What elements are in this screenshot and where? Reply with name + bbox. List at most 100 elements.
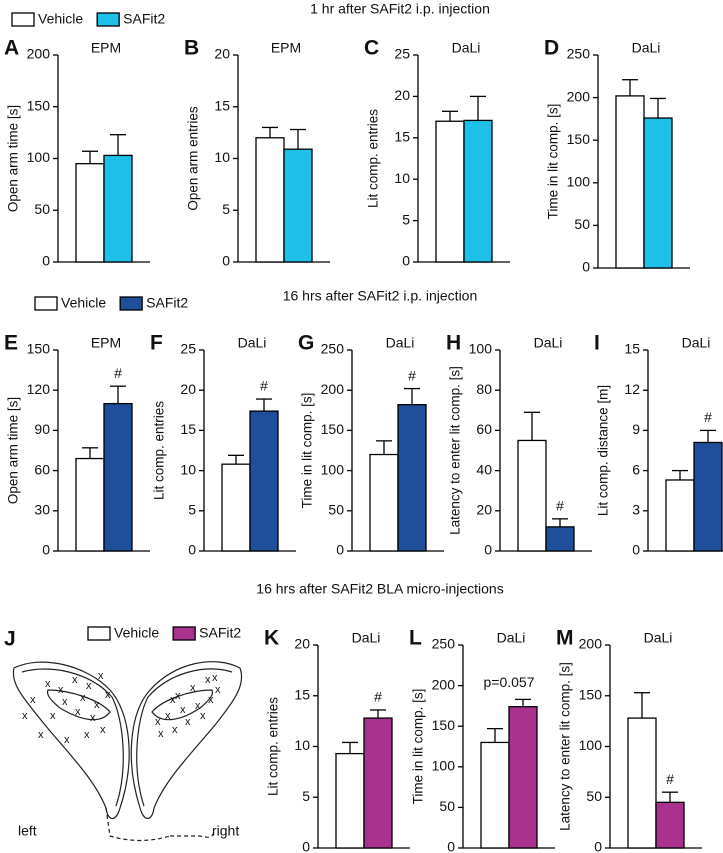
legend-swatch: [172, 626, 196, 641]
legend-swatch: [96, 12, 120, 27]
svg-text:x: x: [98, 670, 104, 682]
y-tick-label: 200: [27, 46, 51, 62]
y-tick-label: 150: [567, 131, 591, 147]
brain-outline: [21, 668, 124, 807]
legend-swatch: [119, 296, 143, 311]
svg-text:x: x: [205, 674, 211, 686]
y-tick-label: 90: [34, 421, 50, 437]
legend-swatch: [11, 12, 35, 27]
bar: [103, 154, 133, 263]
svg-text:x: x: [158, 728, 164, 740]
legend-label: Vehicle: [38, 11, 83, 27]
chart-title: DaLi: [497, 630, 526, 646]
svg-text:x: x: [45, 678, 51, 690]
panel-letter: A: [4, 37, 19, 60]
y-tick-label: 10: [294, 737, 310, 753]
row-title: 1 hr after SAFit2 i.p. injection: [310, 1, 490, 17]
panel-letter: M: [556, 627, 574, 650]
bla-outline: [151, 689, 214, 721]
panel-letter: F: [150, 332, 163, 355]
y-axis-label: Lit comp. entries: [266, 697, 281, 796]
svg-text:x: x: [200, 710, 206, 722]
row-title: 16 hrs after SAFit2 i.p. injection: [283, 288, 478, 304]
y-tick-label: 0: [582, 259, 590, 275]
y-axis-label: Latency to enter lit comp. [s]: [448, 366, 463, 535]
svg-text:x: x: [30, 694, 36, 706]
y-tick-label: 15: [624, 341, 640, 357]
y-tick-label: 250: [321, 341, 345, 357]
legend-label: Vehicle: [61, 295, 106, 311]
svg-text:x: x: [58, 684, 64, 696]
svg-text:x: x: [165, 710, 171, 722]
svg-text:x: x: [215, 684, 221, 696]
y-tick-label: 9: [632, 421, 640, 437]
bar: [627, 717, 657, 849]
y-tick-label: 5: [302, 788, 310, 804]
svg-text:x: x: [86, 680, 92, 692]
chart-title: DaLi: [386, 335, 415, 351]
y-tick-label: 25: [394, 46, 410, 62]
y-tick-label: 100: [27, 149, 51, 165]
svg-text:x: x: [64, 734, 70, 746]
y-tick-label: 200: [567, 88, 591, 104]
side-label: left: [18, 823, 37, 839]
svg-text:x: x: [175, 690, 181, 702]
svg-text:x: x: [94, 699, 100, 711]
significance-mark: #: [114, 365, 122, 381]
y-tick-label: 250: [432, 636, 456, 652]
svg-text:x: x: [180, 704, 186, 716]
y-tick-label: 0: [222, 253, 230, 269]
bar: [463, 119, 493, 263]
svg-text:x: x: [100, 724, 106, 736]
y-tick-label: 15: [214, 97, 230, 113]
y-tick-label: 30: [34, 502, 50, 518]
y-tick-label: 200: [579, 636, 603, 652]
chart-title: EPM: [91, 40, 121, 56]
svg-text:x: x: [155, 716, 161, 728]
y-tick-label: 100: [432, 758, 456, 774]
chart-title: DaLi: [534, 335, 563, 351]
y-tick-label: 20: [214, 46, 230, 62]
bar: [693, 441, 723, 552]
y-tick-label: 12: [624, 381, 640, 397]
brain-outline: [130, 661, 243, 820]
y-tick-label: 20: [394, 87, 410, 103]
chart-title: EPM: [271, 40, 301, 56]
legend-label: SAFit2: [123, 11, 165, 27]
y-tick-label: 120: [27, 381, 51, 397]
panel-letter: H: [446, 332, 461, 355]
y-tick-label: 5: [402, 211, 410, 227]
y-axis-label: Open arm time [s]: [6, 105, 21, 212]
y-tick-label: 15: [394, 129, 410, 145]
panel-letter: K: [264, 627, 279, 650]
svg-text:x: x: [105, 689, 111, 701]
y-tick-label: 150: [432, 717, 456, 733]
y-tick-label: 0: [42, 542, 50, 558]
y-tick-label: 150: [27, 341, 51, 357]
chart-title: DaLi: [238, 335, 267, 351]
y-tick-label: 50: [574, 216, 590, 232]
y-tick-label: 6: [632, 461, 640, 477]
y-tick-label: 20: [476, 502, 492, 518]
bar: [75, 163, 105, 263]
y-tick-label: 0: [336, 542, 344, 558]
svg-text:x: x: [22, 710, 28, 722]
cut-line: [170, 831, 215, 838]
side-label: right: [212, 823, 239, 839]
bar: [363, 717, 393, 849]
y-tick-label: 0: [447, 839, 455, 853]
bar: [221, 463, 251, 552]
svg-text:x: x: [90, 712, 96, 724]
legend-label: Vehicle: [114, 625, 159, 641]
bar: [517, 439, 547, 552]
bla-outline: [46, 689, 111, 721]
y-tick-label: 0: [632, 542, 640, 558]
chart-title: DaLi: [644, 630, 673, 646]
y-tick-label: 20: [180, 381, 196, 397]
panel-letter: D: [544, 37, 559, 60]
panel-letter: L: [409, 627, 422, 650]
chart-title: DaLi: [352, 630, 381, 646]
svg-text:x: x: [62, 696, 68, 708]
